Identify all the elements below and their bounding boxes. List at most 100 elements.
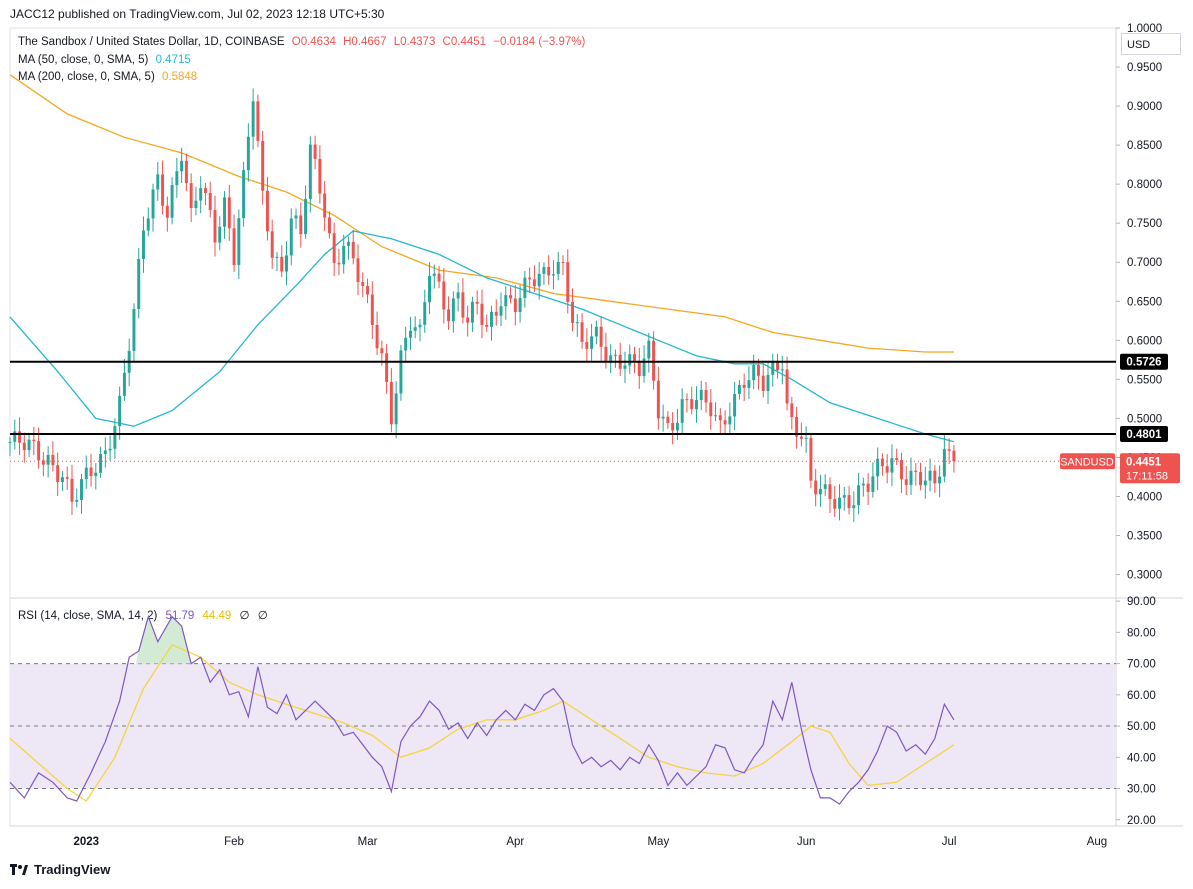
candle-body xyxy=(70,478,74,502)
symbol-tag-text: SANDUSD xyxy=(1060,456,1114,468)
candle-body xyxy=(890,458,894,473)
level-tag-text: 0.4801 xyxy=(1126,429,1162,441)
candle-body xyxy=(132,309,136,351)
candle-body xyxy=(366,285,370,295)
candle-body xyxy=(304,198,308,235)
candle-body xyxy=(633,354,636,362)
candle-body xyxy=(242,170,246,219)
candle-body xyxy=(308,144,312,199)
candle-body xyxy=(218,226,222,243)
rsi-tick-label: 60.00 xyxy=(1127,690,1156,702)
candle-body xyxy=(952,450,956,462)
symbol-title: The Sandbox / United States Dollar, 1D, … xyxy=(18,36,285,48)
rsi-label: RSI (14, close, SMA, 14, 2) xyxy=(18,610,158,622)
publisher-line: JACC12 published on TradingView.com, Jul… xyxy=(10,7,385,21)
candle-body xyxy=(575,322,579,324)
candle-body xyxy=(504,295,508,307)
candle-body xyxy=(494,311,498,316)
ma200-legend: MA (200, close, 0, SMA, 5) 0.5848 xyxy=(18,71,201,83)
level-tag-bg xyxy=(1120,425,1168,442)
candle-body xyxy=(485,324,489,327)
ohlc-close: C0.4451 xyxy=(442,36,487,48)
currency-button[interactable]: USD xyxy=(1121,33,1181,55)
candle-body xyxy=(880,458,884,467)
candle-body xyxy=(613,354,617,356)
time-tick-label: Jun xyxy=(797,836,816,848)
candle-body xyxy=(766,374,770,392)
price-tick-label: 0.8500 xyxy=(1127,140,1162,152)
candle-body xyxy=(289,218,293,256)
brand-footer: TradingView xyxy=(10,862,110,877)
candle-body xyxy=(32,439,36,442)
candle-body xyxy=(56,465,60,483)
candle-body xyxy=(156,174,160,190)
candle-body xyxy=(566,262,570,302)
candle-body xyxy=(561,262,565,264)
candle-body xyxy=(914,470,918,473)
price-tags: 0.5726 0.4801 SANDUSD 0.4451 17:11:58 xyxy=(1060,353,1180,484)
candle-body xyxy=(413,327,417,331)
ohlc-high: H0.4667 xyxy=(343,36,387,48)
candle-body xyxy=(13,431,17,442)
candle-body xyxy=(227,197,231,229)
horizontal-levels xyxy=(10,360,1116,462)
candle-body xyxy=(752,365,756,381)
candle-body xyxy=(938,476,942,484)
candle-body xyxy=(590,336,594,349)
time-tick-label: May xyxy=(647,836,669,848)
candle-body xyxy=(551,274,555,276)
rsi-lines xyxy=(9,614,955,805)
candle-body xyxy=(18,431,22,443)
candle-body xyxy=(385,353,389,382)
candle-body xyxy=(661,416,665,419)
candle-body xyxy=(814,480,818,495)
candle-body xyxy=(251,101,255,137)
brand-name: TradingView xyxy=(34,862,111,877)
candle-body xyxy=(942,449,946,477)
rsi-overbought-fill xyxy=(135,616,192,664)
last-price-tag-text: 0.4451 xyxy=(1126,456,1162,468)
candle-body xyxy=(919,472,923,486)
price-tick-label: 0.8000 xyxy=(1127,179,1162,191)
candle-body xyxy=(838,497,841,509)
level-tag-bg xyxy=(1120,353,1168,370)
price-tick-label: 0.4000 xyxy=(1127,491,1162,503)
candle-body xyxy=(499,306,503,316)
candle-body xyxy=(461,292,465,318)
candle-body xyxy=(451,298,455,322)
candle-body xyxy=(223,197,227,227)
candle-body xyxy=(909,470,913,485)
candle-body xyxy=(323,193,327,218)
candle-body xyxy=(699,389,703,401)
candle-body xyxy=(99,453,103,473)
price-tick-label: 0.3000 xyxy=(1127,570,1162,582)
chart-frame xyxy=(9,27,1183,827)
candle-body xyxy=(89,467,93,477)
candle-body xyxy=(928,470,932,481)
ohlc-low: L0.4373 xyxy=(393,36,436,48)
candle-body xyxy=(756,365,760,376)
candle-body xyxy=(313,144,317,159)
candle-body xyxy=(480,303,484,325)
candle-body xyxy=(675,422,679,431)
countdown-tag-text: 17:11:58 xyxy=(1126,470,1168,482)
rsi-tick-label: 40.00 xyxy=(1127,752,1156,764)
candle-body xyxy=(685,399,689,401)
candle-body xyxy=(203,188,207,193)
candle-body xyxy=(642,358,646,377)
ma50-line xyxy=(9,230,955,443)
candle-body xyxy=(146,218,150,231)
candle-body xyxy=(22,442,26,451)
candle-body xyxy=(857,485,861,506)
candle-body xyxy=(27,439,31,451)
ma200-value: 0.5848 xyxy=(161,71,198,83)
rsi-tick-label: 30.00 xyxy=(1127,784,1156,796)
candle-body xyxy=(742,384,746,388)
candle-body xyxy=(151,189,155,219)
price-tick-label: 0.6500 xyxy=(1127,296,1162,308)
candle-body xyxy=(275,256,279,258)
candle-body xyxy=(714,415,718,417)
ma50-value: 0.4715 xyxy=(155,54,191,66)
ma200-label: MA (200, close, 0, SMA, 5) xyxy=(18,71,155,83)
